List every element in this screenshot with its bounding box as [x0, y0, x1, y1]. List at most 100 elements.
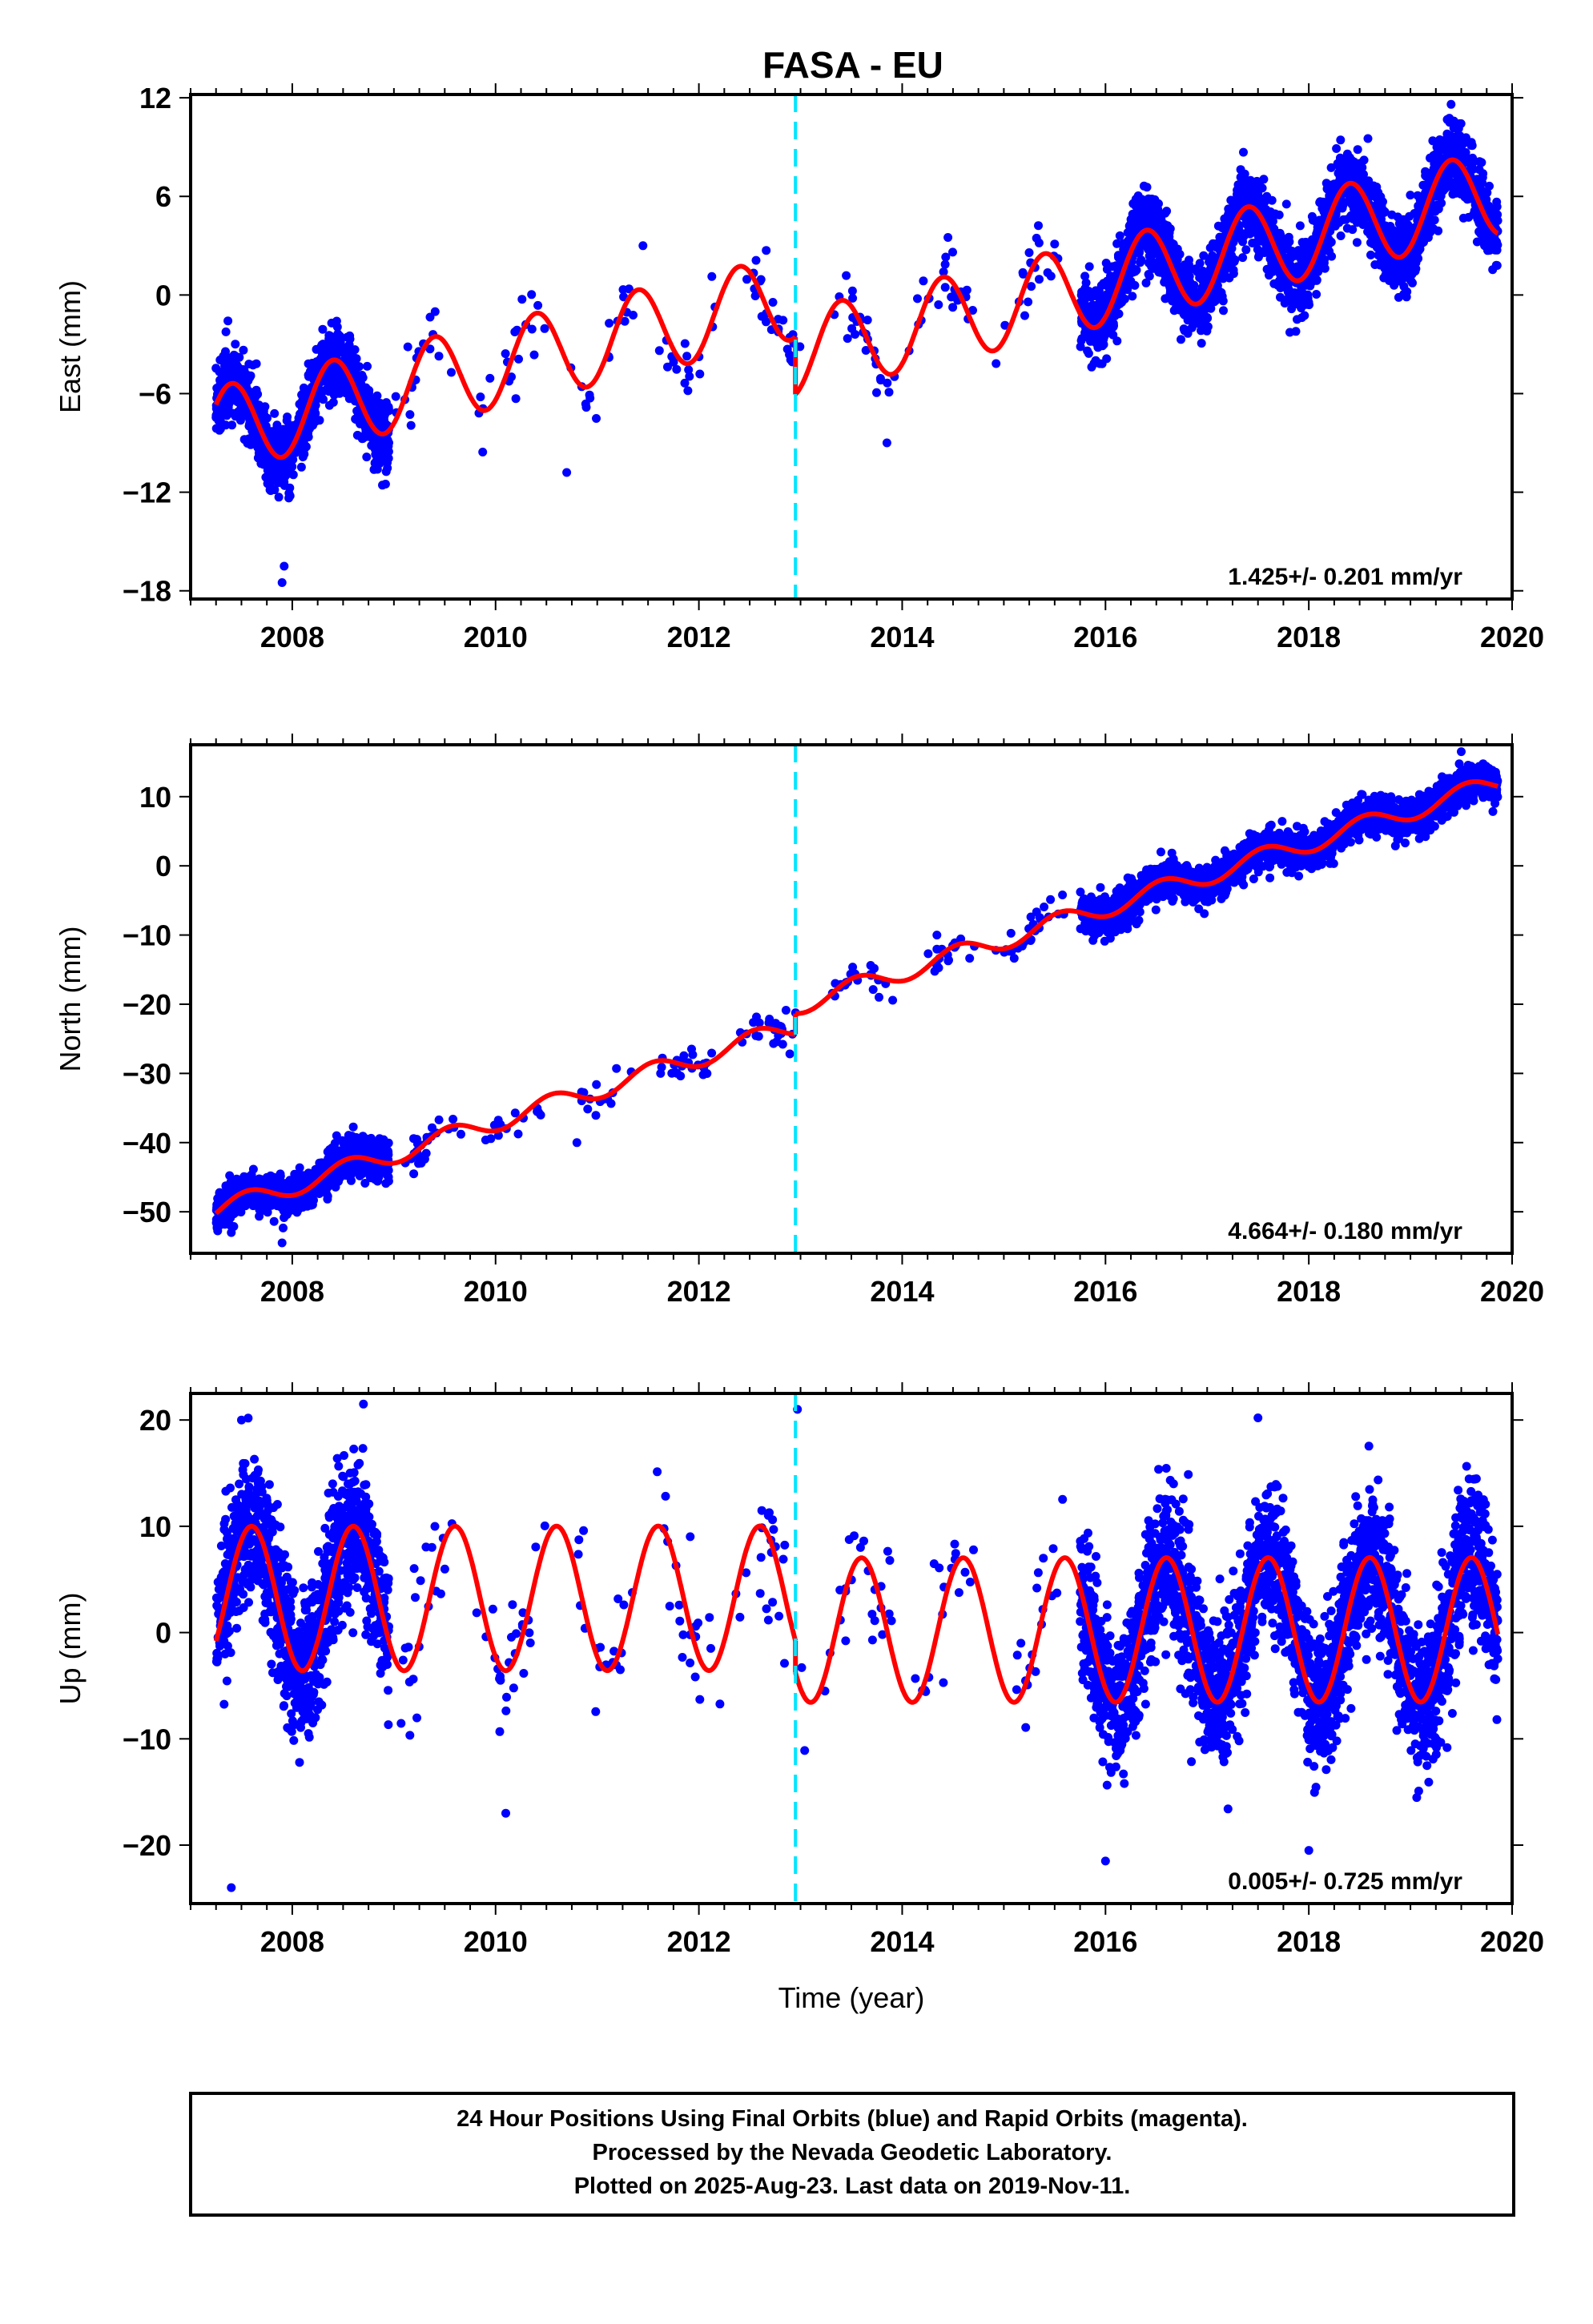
data-point	[1091, 356, 1100, 365]
y-tick-label: −18	[123, 575, 171, 608]
data-point	[1404, 263, 1414, 272]
data-point	[562, 468, 572, 477]
data-point	[284, 430, 293, 440]
data-point	[1274, 210, 1284, 219]
data-point	[992, 359, 1001, 368]
y-tick-label: 6	[155, 180, 171, 213]
data-point	[230, 356, 239, 365]
data-point	[246, 440, 255, 449]
x-tick-label: 2008	[260, 621, 324, 653]
data-point	[1132, 212, 1141, 222]
data-point	[1443, 170, 1453, 179]
data-point	[1050, 239, 1060, 249]
data-point	[1180, 326, 1189, 336]
data-point	[1307, 211, 1317, 221]
data-point	[1399, 241, 1409, 251]
data-point	[861, 346, 871, 355]
data-point	[1177, 335, 1185, 344]
y-tick-label: −12	[123, 476, 171, 509]
data-point	[318, 340, 328, 349]
data-point	[333, 329, 343, 339]
data-point	[663, 362, 672, 372]
data-point	[1219, 306, 1228, 316]
data-point	[884, 388, 894, 397]
data-point	[948, 303, 958, 312]
data-point	[261, 472, 271, 482]
data-point	[295, 400, 304, 409]
data-point	[742, 275, 751, 284]
data-point	[1455, 131, 1465, 141]
data-point	[1268, 267, 1277, 276]
data-point	[1160, 277, 1169, 287]
data-point	[434, 352, 444, 361]
data-point	[285, 491, 295, 501]
data-point	[1301, 279, 1310, 288]
data-point	[786, 355, 795, 364]
data-point	[1115, 231, 1124, 240]
data-point	[1297, 304, 1306, 313]
chart-panel-1: 2008 2010 2012 2014 2016 2018 20201260−6−12−18…	[54, 82, 1544, 653]
data-point	[1181, 308, 1191, 318]
data-point	[1206, 304, 1216, 313]
data-point	[327, 318, 336, 328]
data-point	[272, 420, 282, 430]
data-point	[1108, 330, 1118, 340]
data-point	[310, 361, 320, 371]
data-point	[1385, 274, 1394, 283]
data-point	[227, 420, 237, 430]
data-point	[1027, 282, 1036, 292]
data-point	[1327, 251, 1337, 261]
data-point	[1148, 205, 1158, 215]
data-point	[359, 432, 368, 441]
data-point	[1442, 135, 1451, 145]
x-tick-label: 2018	[1277, 621, 1341, 653]
data-point	[1332, 144, 1342, 153]
data-point	[940, 283, 950, 292]
data-point	[280, 561, 289, 571]
data-point	[1406, 226, 1415, 235]
data-point	[1281, 199, 1291, 209]
data-point	[768, 298, 778, 307]
data-point	[618, 285, 628, 295]
data-point	[234, 363, 243, 372]
data-point	[223, 316, 233, 326]
data-point	[1252, 176, 1261, 186]
data-point	[1297, 255, 1306, 264]
data-point	[1136, 258, 1145, 267]
data-point	[872, 388, 881, 397]
data-point	[1146, 234, 1156, 243]
data-point	[1239, 147, 1248, 157]
data-point	[1253, 252, 1263, 262]
data-point	[298, 452, 308, 462]
data-point	[363, 361, 372, 371]
data-point	[425, 344, 435, 354]
data-point	[913, 294, 922, 304]
data-point	[270, 408, 280, 418]
data-point	[1398, 275, 1407, 284]
data-point	[344, 340, 354, 350]
data-point	[215, 424, 224, 433]
data-point	[241, 380, 251, 390]
data-point	[1024, 297, 1033, 307]
data-point	[430, 307, 440, 316]
data-point	[1080, 271, 1090, 281]
data-point	[1458, 213, 1468, 223]
data-point	[848, 293, 858, 303]
y-axis-label: East (mm)	[54, 280, 86, 413]
data-point	[295, 1163, 304, 1172]
data-point	[310, 404, 320, 414]
data-point	[1098, 333, 1108, 343]
data-point	[1441, 145, 1450, 155]
data-point	[372, 391, 382, 400]
data-point	[540, 324, 549, 333]
data-point	[1387, 210, 1397, 219]
data-point	[501, 349, 510, 359]
data-point	[323, 1194, 332, 1204]
data-point	[1448, 190, 1458, 199]
data-point	[223, 402, 233, 412]
data-point	[255, 1212, 264, 1221]
data-point	[1370, 260, 1380, 269]
x-tick-label: 2010	[464, 621, 528, 653]
data-point	[1316, 258, 1325, 267]
data-point	[847, 286, 857, 296]
